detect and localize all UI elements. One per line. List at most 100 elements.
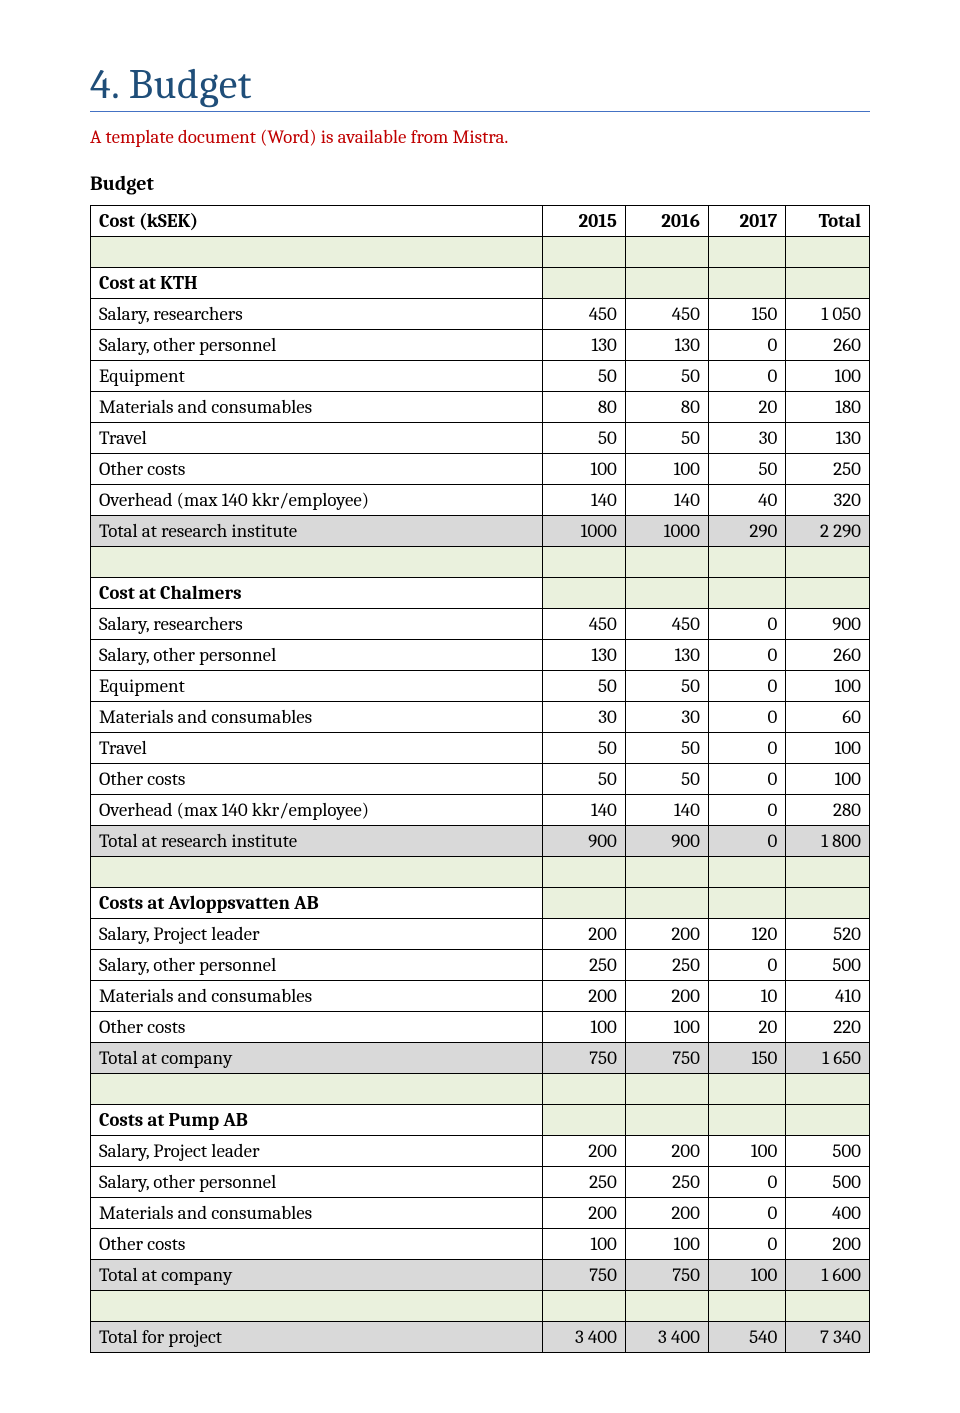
cell-value: 0 [708,330,785,361]
cell-blank [91,547,543,578]
table-row: Salary, researchers4504501501 050 [91,299,870,330]
cell-value: 180 [786,392,870,423]
cell-value: 50 [542,361,625,392]
cell-label: Materials and consumables [91,1198,543,1229]
cell-value: 100 [542,454,625,485]
table-row: Other costs50500100 [91,764,870,795]
cell-value: 3 400 [542,1322,625,1353]
cell-section-blank [625,578,708,609]
cell-value: 750 [625,1260,708,1291]
cell-value: 100 [542,1229,625,1260]
cell-value: 750 [625,1043,708,1074]
cell-value: 1000 [542,516,625,547]
table-row: Equipment50500100 [91,361,870,392]
table-row: Cost at KTH [91,268,870,299]
cell-label: Equipment [91,671,543,702]
cell-blank [625,237,708,268]
cell-value: 260 [786,640,870,671]
table-row: Materials and consumables20020010410 [91,981,870,1012]
cell-label: Overhead (max 140 kkr/employee) [91,485,543,516]
cell-value: 400 [786,1198,870,1229]
cell-value: 140 [542,485,625,516]
table-row: Other costs10010050250 [91,454,870,485]
cell-section-label: Cost at Chalmers [91,578,543,609]
cell-value: 7 340 [786,1322,870,1353]
cell-value: 40 [708,485,785,516]
table-row: Costs at Pump AB [91,1105,870,1136]
cell-label: Materials and consumables [91,981,543,1012]
cell-value: 120 [708,919,785,950]
cell-label: Salary, Project leader [91,1136,543,1167]
cell-value: 2 290 [786,516,870,547]
cell-value: 30 [708,423,785,454]
cell-label: Salary, researchers [91,609,543,640]
cell-label: Equipment [91,361,543,392]
cell-value: 140 [625,485,708,516]
cell-blank [625,1291,708,1322]
cell-section-blank [542,268,625,299]
cell-value: 60 [786,702,870,733]
cell-value: 3 400 [625,1322,708,1353]
cell-label: Total at company [91,1260,543,1291]
cell-section-blank [786,888,870,919]
cell-value: 100 [625,454,708,485]
cell-label: Total at research institute [91,516,543,547]
cell-blank [708,857,785,888]
cell-value: 540 [708,1322,785,1353]
cell-value: 200 [542,919,625,950]
cell-blank [708,237,785,268]
cell-value: 0 [708,361,785,392]
cell-blank [91,237,543,268]
cell-value: 200 [542,1136,625,1167]
cell-blank [91,1074,543,1105]
cell-value: 0 [708,764,785,795]
cell-value: 130 [625,330,708,361]
table-row: Total at company7507501501 650 [91,1043,870,1074]
table-row: Costs at Avloppsvatten AB [91,888,870,919]
cell-blank [542,237,625,268]
cell-section-label: Costs at Pump AB [91,1105,543,1136]
cell-value: 450 [625,299,708,330]
cell-section-blank [708,578,785,609]
cell-section-blank [542,578,625,609]
cell-section-blank [708,888,785,919]
cell-value: 0 [708,733,785,764]
cell-value: 0 [708,1198,785,1229]
cell-value: 0 [708,1167,785,1198]
cell-value: 0 [708,950,785,981]
cell-value: 130 [542,640,625,671]
cell-value: 130 [786,423,870,454]
cell-value: 410 [786,981,870,1012]
col-2016: 2016 [625,206,708,237]
cell-label: Salary, other personnel [91,1167,543,1198]
cell-value: 0 [708,1229,785,1260]
cell-value: 520 [786,919,870,950]
cell-value: 100 [708,1260,785,1291]
cell-value: 0 [708,826,785,857]
cell-value: 250 [625,950,708,981]
table-row: Salary, other personnel1301300260 [91,640,870,671]
cell-value: 1 050 [786,299,870,330]
cell-blank [91,1291,543,1322]
cell-blank [542,547,625,578]
cell-blank [625,1074,708,1105]
budget-table: Cost (kSEK) 2015 2016 2017 Total Cost at… [90,205,870,1353]
cell-blank [786,1291,870,1322]
table-row [91,237,870,268]
header-row: Cost (kSEK) 2015 2016 2017 Total [91,206,870,237]
col-2015: 2015 [542,206,625,237]
cell-label: Salary, other personnel [91,950,543,981]
cell-value: 0 [708,671,785,702]
cell-label: Travel [91,733,543,764]
cell-section-blank [786,1105,870,1136]
cell-section-blank [542,1105,625,1136]
section-title: 4. Budget [90,60,870,112]
cell-value: 100 [786,671,870,702]
cell-value: 250 [786,454,870,485]
cell-value: 1 800 [786,826,870,857]
cell-blank [91,857,543,888]
table-row: Cost at Chalmers [91,578,870,609]
budget-subheading: Budget [90,172,870,195]
cell-blank [786,1074,870,1105]
col-label: Cost (kSEK) [91,206,543,237]
